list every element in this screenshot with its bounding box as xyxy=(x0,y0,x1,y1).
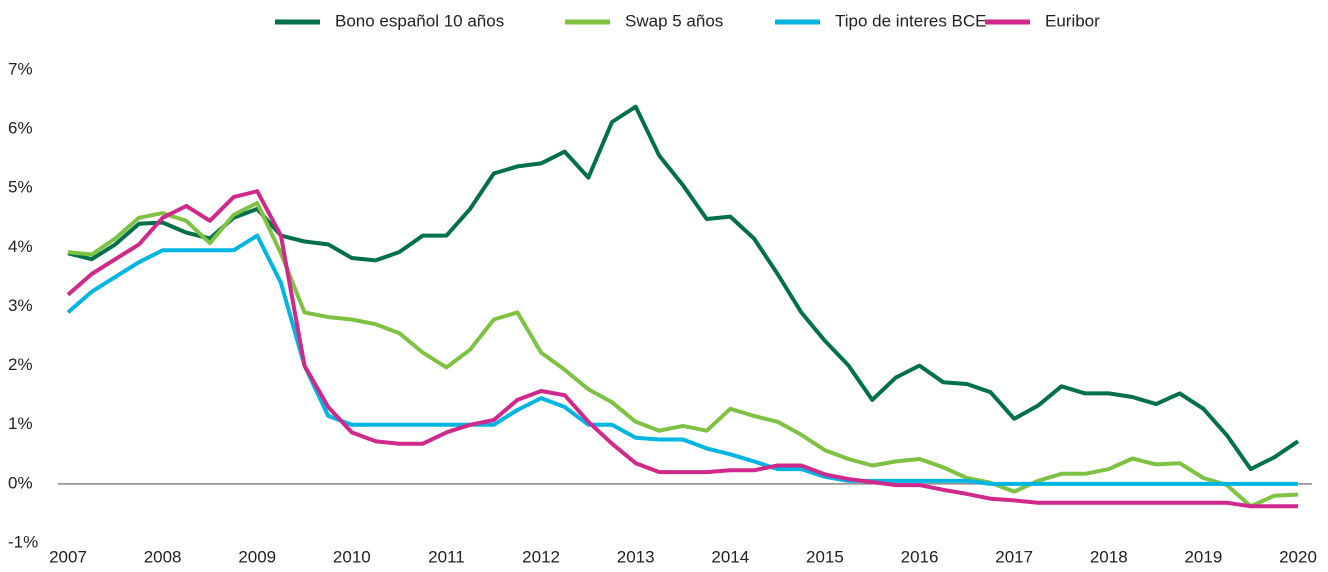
series-line xyxy=(66,189,1298,509)
x-tick-label: 2016 xyxy=(901,547,939,566)
series-line xyxy=(67,201,1299,509)
y-tick-label: 3% xyxy=(8,296,33,315)
x-tick-label: 2017 xyxy=(995,547,1033,566)
x-tick-label: 2012 xyxy=(522,547,560,566)
y-tick-label: 0% xyxy=(8,473,33,492)
legend-label: Bono español 10 años xyxy=(335,11,504,30)
x-tick-label: 2011 xyxy=(428,547,465,566)
series-line xyxy=(66,233,1298,486)
legend-label: Swap 5 años xyxy=(625,11,723,30)
y-tick-label: 7% xyxy=(8,59,33,78)
x-tick-label: 2010 xyxy=(333,547,371,566)
y-tick-label: 2% xyxy=(8,355,33,374)
legend-label: Tipo de interes BCE xyxy=(835,11,987,30)
x-tick-label: 2007 xyxy=(49,547,87,566)
x-tick-label: 2013 xyxy=(617,547,655,566)
series-line xyxy=(67,104,1300,472)
y-tick-label: 5% xyxy=(8,178,33,197)
y-tick-label: 4% xyxy=(8,237,33,256)
legend-label: Euribor xyxy=(1045,11,1100,30)
y-tick-label: 6% xyxy=(8,119,33,138)
x-tick-label: 2020 xyxy=(1279,547,1317,566)
x-tick-label: 2018 xyxy=(1090,547,1128,566)
y-tick-label: 1% xyxy=(8,414,33,433)
x-tick-label: 2015 xyxy=(806,547,844,566)
x-tick-label: 2014 xyxy=(711,547,749,566)
x-tick-label: 2009 xyxy=(238,547,276,566)
x-tick-label: 2008 xyxy=(144,547,182,566)
y-tick-label: -1% xyxy=(8,532,38,551)
x-tick-label: 2019 xyxy=(1184,547,1222,566)
